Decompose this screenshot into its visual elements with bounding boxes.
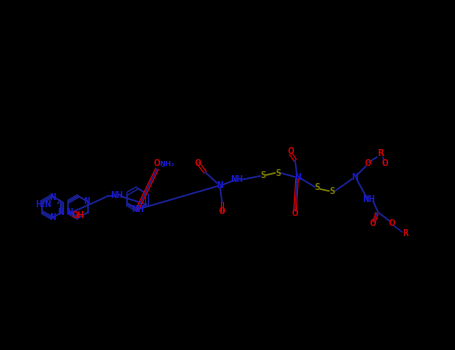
Text: N: N: [83, 197, 90, 206]
Text: NH: NH: [111, 191, 123, 201]
Text: N: N: [217, 181, 223, 189]
Text: O: O: [382, 160, 388, 168]
Text: N: N: [49, 193, 55, 202]
Text: N: N: [49, 214, 55, 223]
Text: O: O: [365, 159, 371, 168]
Text: O: O: [288, 147, 294, 156]
Text: R: R: [402, 230, 408, 238]
Text: ṈH₂: ṈH₂: [159, 160, 175, 166]
Text: R: R: [377, 148, 383, 158]
Text: NH: NH: [231, 175, 243, 184]
Text: O: O: [389, 219, 395, 229]
Text: N: N: [57, 208, 64, 217]
Text: S: S: [329, 188, 335, 196]
Text: NH: NH: [131, 205, 144, 214]
Text: H₂N: H₂N: [35, 200, 51, 209]
Text: O: O: [370, 219, 376, 229]
Text: OH: OH: [71, 210, 85, 219]
Text: O: O: [195, 159, 201, 168]
Text: O: O: [292, 209, 298, 217]
Text: S: S: [275, 168, 281, 177]
Text: S: S: [314, 183, 320, 192]
Text: N: N: [66, 208, 73, 217]
Text: S: S: [260, 170, 266, 180]
Text: N: N: [295, 173, 301, 182]
Text: O: O: [154, 160, 160, 168]
Text: NH: NH: [363, 196, 375, 204]
Text: N: N: [352, 174, 359, 182]
Text: O: O: [219, 208, 225, 217]
